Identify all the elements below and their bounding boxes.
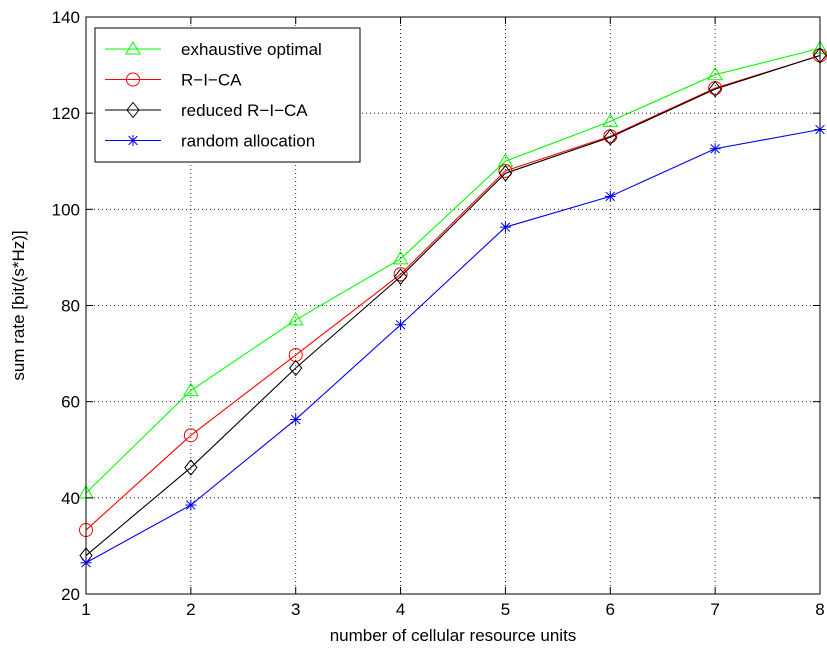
x-tick-label: 6: [606, 600, 615, 619]
legend-marker-circle: [126, 72, 140, 87]
y-tick-label: 120: [52, 104, 80, 123]
x-tick-label: 8: [815, 600, 824, 619]
legend-items: exhaustive optimal R−I−CA reduced R−I−CA ra…: [105, 40, 322, 151]
y-axis-label: sum rate [bit/(s*Hz)]: [9, 230, 28, 380]
series-lines: [85, 47, 821, 564]
data-point-exhaustive-optimal: [182, 382, 199, 397]
legend-item-random-allocation: random allocation: [105, 132, 315, 151]
x-axis-label: number of cellular resource units: [330, 626, 577, 645]
legend-marker-triangle: [125, 41, 141, 55]
x-tick-label: 4: [396, 600, 405, 619]
asterisk-stroke: [128, 135, 138, 146]
legend-item-exhaustive-optimal: exhaustive optimal: [105, 40, 322, 59]
asterisk-stroke: [395, 319, 406, 330]
data-point-exhaustive-optimal: [602, 113, 619, 127]
legend-item-reduced-r-i-ca: reduced R−I−CA: [105, 101, 308, 120]
legend-item-r-i-ca: R−I−CA: [105, 71, 242, 90]
y-tick-label: 80: [61, 297, 80, 316]
legend-marker-asterisk: [127, 135, 139, 146]
data-point-reduced-r-i-ca: [289, 359, 303, 377]
x-tick-label: 3: [291, 600, 300, 619]
data-point-exhaustive-optimal: [707, 66, 724, 81]
data-point-random-allocation: [604, 190, 616, 202]
data-point-r-i-ca: [183, 428, 198, 443]
data-point-random-allocation: [709, 143, 721, 155]
y-tick-label: 40: [61, 489, 80, 508]
data-point-random-allocation: [185, 499, 197, 511]
asterisk-stroke: [605, 191, 616, 202]
asterisk-stroke: [500, 222, 511, 232]
series-line-random-allocation: [85, 128, 821, 564]
y-tick-label: 20: [61, 585, 80, 604]
data-point-reduced-r-i-ca: [393, 268, 408, 285]
y-tick-label: 100: [52, 200, 80, 219]
data-point-reduced-r-i-ca: [184, 459, 198, 476]
data-point-reduced-r-i-ca: [603, 128, 617, 146]
y-tick-label: 140: [52, 8, 80, 27]
data-point-r-i-ca: [288, 348, 303, 363]
legend-label: exhaustive optimal: [181, 40, 322, 59]
axis-ticks: [85, 16, 821, 595]
legend: exhaustive optimal R−I−CA reduced R−I−CA ra…: [94, 27, 361, 163]
x-tick-label: 1: [81, 600, 90, 619]
data-point-exhaustive-optimal: [287, 311, 304, 326]
x-tick-label: 2: [186, 600, 195, 619]
data-point-reduced-r-i-ca: [498, 164, 513, 182]
legend-box: [94, 27, 361, 163]
data-point-random-allocation: [290, 413, 302, 425]
legend-marker-diamond: [126, 101, 140, 119]
legend-label: random allocation: [181, 132, 315, 151]
legend-label: reduced R−I−CA: [181, 101, 308, 120]
legend-label: R−I−CA: [181, 71, 242, 90]
data-point-random-allocation: [395, 319, 407, 331]
data-point-exhaustive-optimal: [392, 250, 409, 265]
series-line-exhaustive-optimal: [85, 47, 821, 494]
asterisk-stroke: [710, 143, 720, 154]
data-point-r-i-ca: [393, 267, 408, 282]
series-markers: [78, 40, 827, 569]
data-point-random-allocation: [499, 221, 511, 233]
axis-tick-labels: 1 2 3 4 5 6 7 8 20 40 60 80 100 120 140: [52, 8, 825, 619]
y-tick-label: 60: [61, 393, 80, 412]
asterisk-stroke: [186, 500, 196, 510]
series-line-reduced-r-i-ca: [85, 54, 821, 556]
data-point-r-i-ca: [498, 163, 513, 178]
data-point-reduced-r-i-ca: [708, 80, 722, 98]
series-line-r-i-ca: [85, 54, 821, 531]
x-tick-label: 5: [501, 600, 510, 619]
asterisk-stroke: [290, 414, 301, 425]
x-tick-label: 7: [710, 600, 719, 619]
